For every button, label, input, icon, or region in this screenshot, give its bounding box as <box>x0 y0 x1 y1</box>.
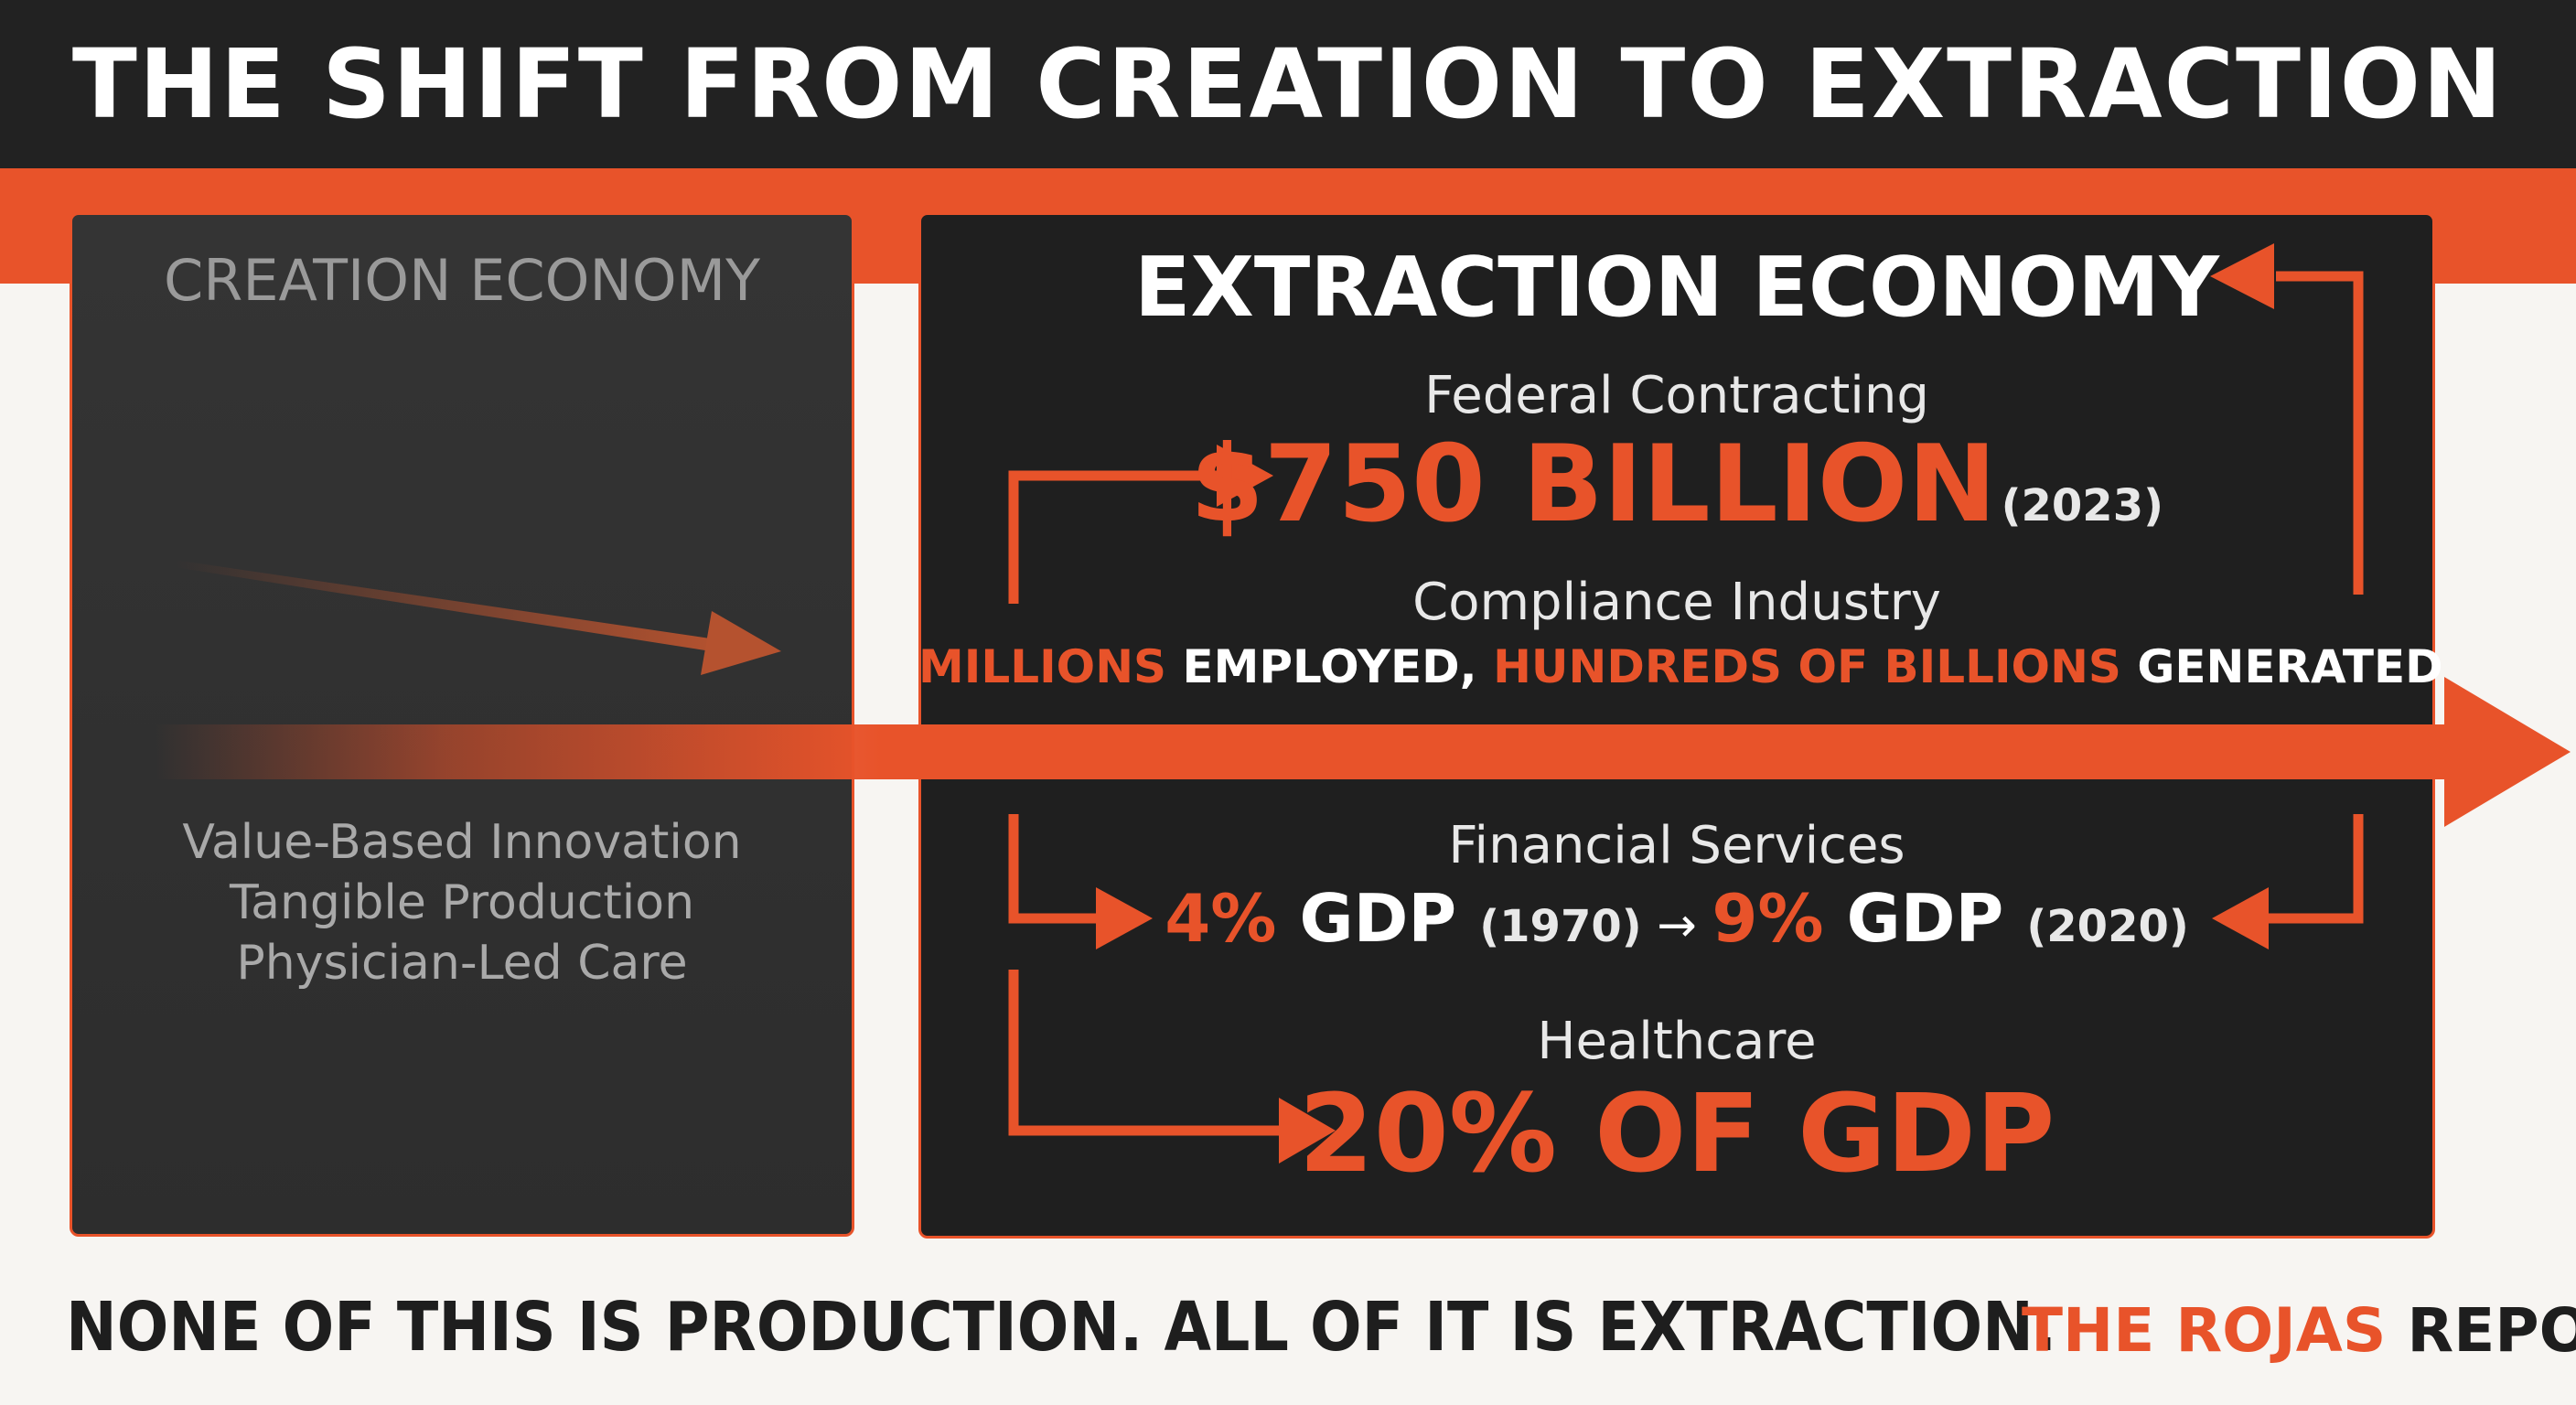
extraction-heading: EXTRACTION ECONOMY <box>1134 240 2219 336</box>
federal-label: Federal Contracting <box>1424 366 1929 425</box>
decline-arrow <box>174 560 781 675</box>
gdp-label: GDP <box>1823 880 2027 957</box>
financial-right-connector <box>2265 814 2364 924</box>
right-arrow-icon: → <box>1641 898 1712 953</box>
creation-item: Physician-Led Care <box>236 936 688 991</box>
financial-year-1970: (1970) <box>1479 901 1642 952</box>
financial-year-2020: (2020) <box>2026 901 2189 952</box>
page-title: THE SHIFT FROM CREATION TO EXTRACTION <box>71 28 2505 140</box>
federal-year: (2023) <box>2001 480 2164 531</box>
compliance-employed: EMPLOYED, <box>1166 640 1494 693</box>
brand-logo: THE ROJAS REPORT <box>2022 1295 2576 1366</box>
healthcare-value: 20% OF GDP <box>1298 1070 2055 1196</box>
financial-left-connector <box>1008 814 1098 924</box>
compliance-label: Compliance Industry <box>1412 573 1941 632</box>
federal-value: $750 BILLION <box>1189 423 1997 546</box>
brand-suffix: REPORT <box>2407 1295 2576 1366</box>
loop-connector <box>2276 271 2364 595</box>
gdp-label: GDP <box>1276 880 1480 957</box>
compliance-millions: MILLIONS <box>918 640 1167 693</box>
creation-item: Tangible Production <box>229 875 695 930</box>
healthcare-connector <box>1008 970 1290 1136</box>
healthcare-label: Healthcare <box>1537 1012 1817 1071</box>
federal-figure: $750 BILLION (2023) <box>918 423 2435 546</box>
brand-name: THE ROJAS <box>2022 1295 2387 1366</box>
creation-item: Value-Based Innovation <box>182 815 742 870</box>
financial-label: Financial Services <box>1448 816 1905 875</box>
compliance-hundreds: HUNDREDS OF BILLIONS <box>1493 640 2121 693</box>
compliance-generated: GENERATED <box>2120 640 2443 693</box>
financial-figure: 4% GDP (1970) → 9% GDP (2020) <box>918 880 2435 957</box>
creation-items: Value-Based Innovation Tangible Producti… <box>70 812 854 993</box>
creation-heading: CREATION ECONOMY <box>164 247 760 314</box>
compliance-figure: MILLIONS EMPLOYED, HUNDREDS OF BILLIONS … <box>918 640 2443 693</box>
footer-statement: NONE OF THIS IS PRODUCTION. ALL OF IT IS… <box>66 1288 2057 1367</box>
federal-connector <box>1008 470 1226 604</box>
financial-pct-2020: 9% <box>1712 880 1824 957</box>
financial-pct-1970: 4% <box>1165 880 1277 957</box>
title-bar <box>0 0 2576 168</box>
main-flow-arrow <box>156 677 2571 827</box>
